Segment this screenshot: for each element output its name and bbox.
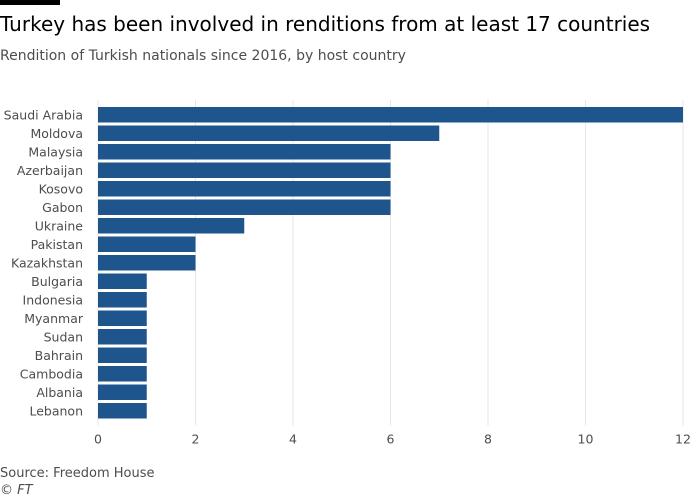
x-tick-label: 4: [289, 432, 297, 447]
category-label: Cambodia: [20, 366, 83, 381]
category-label: Malaysia: [28, 144, 83, 159]
x-axis-ticks: 0 2 4 6 8 10 12: [94, 432, 691, 447]
bar-chart: Saudi Arabia Moldova Malaysia Azerbaijan Kos…: [4, 100, 691, 447]
bar: [98, 162, 391, 178]
category-label: Sudan: [44, 329, 83, 344]
bar: [98, 199, 391, 215]
credit-note: © FT: [0, 483, 33, 498]
header-rule: [0, 0, 60, 5]
bar: [98, 347, 147, 363]
x-tick-label: 8: [484, 432, 492, 447]
chart-subtitle: Rendition of Turkish nationals since 201…: [0, 48, 406, 64]
chart-title: Turkey has been involved in renditions f…: [0, 12, 651, 36]
category-label: Saudi Arabia: [4, 107, 83, 122]
category-label: Gabon: [42, 200, 83, 215]
category-labels: Saudi Arabia Moldova Malaysia Azerbaijan Kos…: [4, 107, 84, 418]
bar: [98, 181, 391, 197]
x-tick-label: 10: [578, 432, 594, 447]
category-label: Kosovo: [39, 181, 83, 196]
category-label: Azerbaijan: [17, 163, 83, 178]
bar: [98, 329, 147, 345]
bar: [98, 255, 196, 271]
category-label: Ukraine: [35, 218, 84, 233]
category-label: Albania: [36, 385, 83, 400]
bar: [98, 292, 147, 308]
x-tick-label: 6: [387, 432, 395, 447]
bar: [98, 273, 147, 289]
bar: [98, 310, 147, 326]
category-label: Bahrain: [35, 348, 83, 363]
bar: [98, 403, 147, 419]
bar: [98, 218, 245, 234]
source-note: Source: Freedom House: [0, 466, 155, 481]
bar: [98, 144, 391, 160]
bar: [98, 384, 147, 400]
x-tick-label: 0: [94, 432, 102, 447]
bar: [98, 107, 683, 123]
bars: [98, 107, 683, 419]
category-label: Kazakhstan: [11, 255, 83, 270]
category-label: Lebanon: [29, 403, 83, 418]
bar: [98, 125, 440, 141]
category-label: Indonesia: [23, 292, 83, 307]
category-label: Pakistan: [31, 237, 83, 252]
category-label: Bulgaria: [31, 274, 83, 289]
bar: [98, 366, 147, 382]
category-label: Myanmar: [24, 311, 84, 326]
bar: [98, 236, 196, 252]
x-tick-label: 2: [192, 432, 200, 447]
category-label: Moldova: [30, 126, 83, 141]
x-tick-label: 12: [675, 432, 691, 447]
